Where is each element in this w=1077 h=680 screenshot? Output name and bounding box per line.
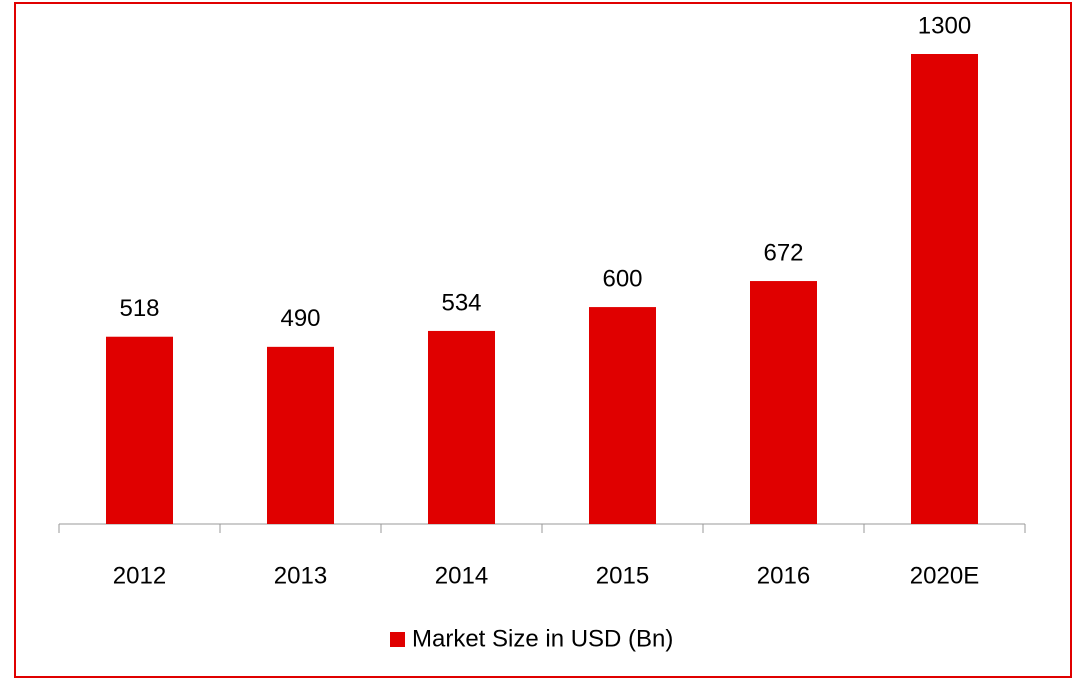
data-label: 672 bbox=[763, 239, 803, 266]
data-label: 1300 bbox=[918, 12, 971, 39]
x-tick-label: 2015 bbox=[596, 562, 649, 589]
bar bbox=[428, 330, 495, 524]
bar bbox=[589, 307, 656, 524]
legend-label: Market Size in USD (Bn) bbox=[412, 625, 673, 652]
bar bbox=[106, 336, 173, 524]
data-label: 600 bbox=[602, 265, 642, 292]
chart-border bbox=[14, 2, 1072, 678]
data-label: 534 bbox=[441, 289, 481, 316]
x-tick-label: 2014 bbox=[435, 562, 488, 589]
x-tick-label: 2013 bbox=[274, 562, 327, 589]
bar bbox=[750, 281, 817, 524]
x-tick-label: 2012 bbox=[113, 562, 166, 589]
data-label: 518 bbox=[119, 295, 159, 322]
data-label: 490 bbox=[280, 305, 320, 332]
bar bbox=[267, 346, 334, 524]
x-tick-label: 2016 bbox=[757, 562, 810, 589]
bar bbox=[911, 54, 978, 524]
legend-swatch bbox=[390, 632, 405, 647]
x-tick-label: 2020E bbox=[910, 562, 979, 589]
